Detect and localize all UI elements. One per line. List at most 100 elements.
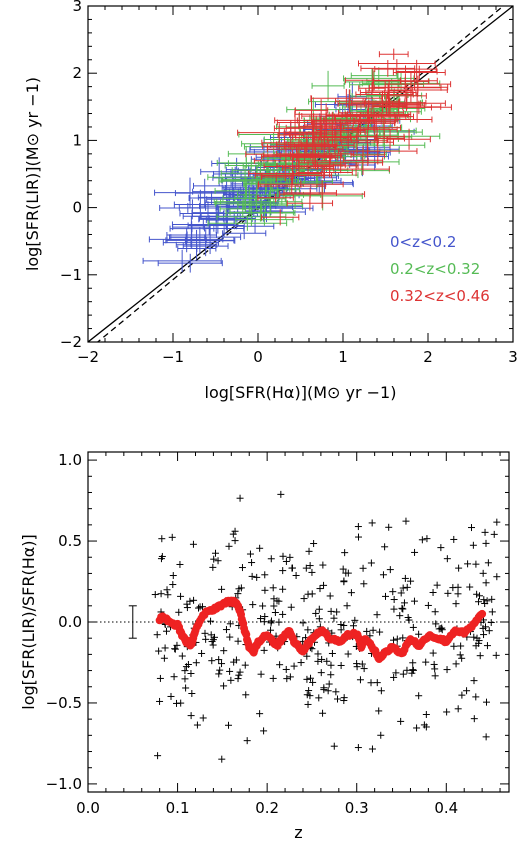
plus-marker [202, 635, 210, 643]
plus-marker [473, 634, 481, 642]
plus-marker [208, 657, 216, 665]
plus-marker [161, 644, 169, 652]
x-tick-label: −2 [77, 348, 99, 366]
plus-marker [177, 592, 185, 600]
plus-marker [396, 612, 404, 620]
plus-marker [475, 592, 483, 600]
plus-marker [318, 655, 326, 663]
data-point [294, 99, 348, 130]
data-point [286, 196, 334, 211]
plus-marker [456, 651, 464, 659]
data-point [359, 115, 433, 124]
plus-marker [314, 657, 322, 665]
data-point [157, 253, 223, 273]
plus-marker [216, 666, 224, 674]
plus-marker [303, 675, 311, 683]
plus-marker [249, 601, 257, 609]
plus-marker [256, 710, 264, 718]
plus-marker [319, 709, 327, 717]
data-point [333, 165, 390, 176]
plus-marker [158, 535, 166, 543]
y-tick-label: 1.0 [58, 451, 82, 469]
plus-marker [340, 577, 348, 585]
x-tick-label: 0.3 [345, 799, 369, 817]
plus-marker [173, 641, 181, 649]
plus-marker [452, 600, 460, 608]
plus-marker [415, 630, 423, 638]
plus-marker [415, 692, 423, 700]
plus-marker [493, 573, 501, 581]
plus-marker [472, 642, 480, 650]
plus-marker [469, 541, 477, 549]
plus-marker [381, 592, 389, 600]
data-point [335, 89, 364, 113]
y-tick-label: 2 [72, 64, 82, 82]
plus-marker [172, 699, 180, 707]
plus-marker [443, 666, 451, 674]
plus-marker [315, 605, 323, 613]
plus-marker [481, 528, 489, 536]
data-point [214, 182, 279, 200]
plus-marker [286, 673, 294, 681]
plus-marker [154, 752, 162, 760]
plus-marker [399, 605, 407, 613]
plus-marker [246, 550, 254, 558]
plus-marker [344, 569, 352, 577]
plus-marker [432, 620, 440, 628]
plus-marker [208, 638, 216, 646]
plus-marker [282, 665, 290, 673]
plus-marker [458, 654, 466, 662]
plus-marker [366, 632, 374, 640]
plus-marker [218, 755, 226, 763]
data-point [172, 216, 211, 238]
data-point [142, 249, 222, 272]
y-tick-label: −2 [60, 333, 82, 351]
data-point [222, 184, 269, 213]
plus-marker [429, 649, 437, 657]
plus-marker [232, 656, 240, 664]
plus-marker [279, 610, 287, 618]
x-axis-label: log[SFR(Hα)](M⊙ yr −1) [205, 383, 397, 402]
data-point [262, 150, 332, 161]
plus-marker [315, 694, 323, 702]
plus-marker [480, 596, 488, 604]
plus-marker [431, 672, 439, 680]
plus-marker [163, 627, 171, 635]
plus-marker [171, 645, 179, 653]
plus-marker [458, 691, 466, 699]
plus-marker [452, 660, 460, 668]
plus-marker [312, 609, 320, 617]
plus-marker [279, 585, 287, 593]
plus-marker [368, 745, 376, 753]
data-point [225, 204, 296, 222]
plus-marker [218, 660, 226, 668]
plus-marker [279, 567, 287, 575]
data-point [304, 112, 349, 138]
plus-marker [235, 671, 243, 679]
plus-marker [186, 597, 194, 605]
plus-marker [373, 679, 381, 687]
plus-marker [493, 518, 501, 526]
plus-marker [385, 523, 393, 531]
x-tick-label: 0.4 [434, 799, 458, 817]
plus-marker [454, 590, 462, 598]
data-point [386, 84, 427, 108]
plus-marker [304, 700, 312, 708]
data-point [349, 127, 405, 147]
plus-marker [349, 622, 357, 630]
plus-marker [437, 544, 445, 552]
plus-marker [214, 557, 222, 565]
data-point [351, 91, 427, 115]
plus-marker [488, 608, 496, 616]
plus-marker [411, 548, 419, 556]
scatter-points [151, 490, 501, 763]
plus-marker [390, 636, 398, 644]
plus-marker [327, 661, 335, 669]
plus-marker [450, 642, 458, 650]
plus-marker [259, 602, 267, 610]
plus-marker [407, 577, 415, 585]
plus-marker [392, 669, 400, 677]
data-point [290, 148, 336, 165]
plus-marker [196, 603, 204, 611]
